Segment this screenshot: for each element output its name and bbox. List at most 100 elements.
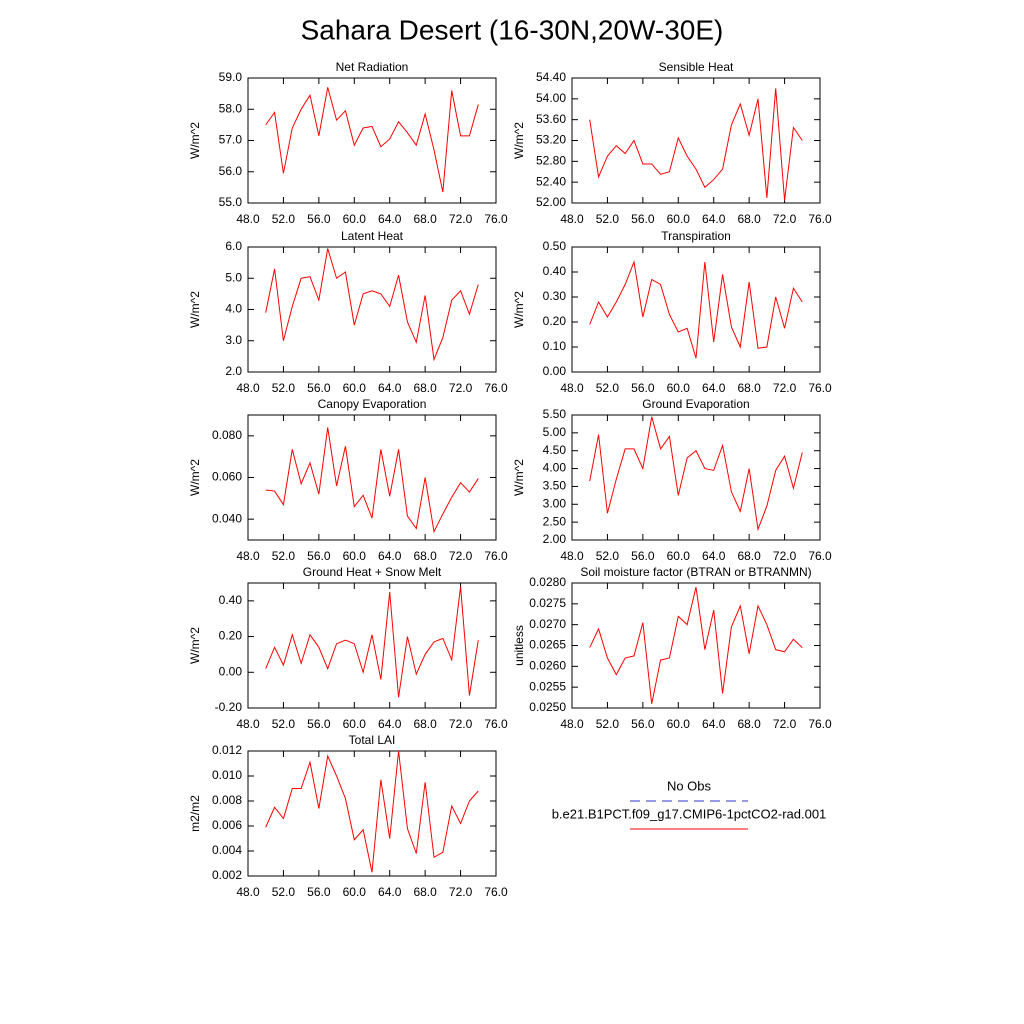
y-tick-label: 52.80 — [536, 154, 566, 168]
panel-title: Soil moisture factor (BTRAN or BTRANMN) — [580, 565, 811, 579]
x-tick-label: 68.0 — [737, 212, 761, 226]
data-line — [589, 260, 803, 359]
x-tick-label: 76.0 — [484, 885, 508, 899]
y-tick-label: 54.00 — [536, 91, 566, 105]
x-tick-label: 48.0 — [236, 212, 260, 226]
y-tick-label: 52.40 — [536, 174, 566, 188]
x-tick-label: 48.0 — [236, 885, 260, 899]
panel-title: Total LAI — [349, 733, 396, 747]
x-tick-label: 64.0 — [378, 717, 402, 731]
y-tick-label: 2.00 — [543, 532, 567, 546]
panel-title: Latent Heat — [341, 229, 404, 243]
x-tick-label: 48.0 — [236, 717, 260, 731]
y-tick-label: 59.0 — [219, 70, 243, 84]
y-tick-label: 0.0280 — [529, 575, 566, 589]
y-tick-label: 0.40 — [219, 593, 243, 607]
x-tick-label: 68.0 — [737, 549, 761, 563]
x-tick-label: 52.0 — [272, 717, 296, 731]
x-tick-label: 72.0 — [449, 212, 473, 226]
x-tick-label: 60.0 — [343, 885, 367, 899]
y-axis-label: m2/m2 — [188, 795, 202, 832]
x-tick-label: 68.0 — [413, 212, 437, 226]
y-tick-label: 2.50 — [543, 514, 567, 528]
x-tick-label: 52.0 — [596, 212, 620, 226]
plot-frame — [247, 77, 497, 204]
x-tick-label: 56.0 — [307, 212, 331, 226]
data-line — [589, 88, 803, 201]
y-axis-label: W/m^2 — [188, 627, 202, 664]
y-tick-label: 4.0 — [225, 302, 242, 316]
x-tick-label: 72.0 — [773, 212, 797, 226]
x-tick-label: 68.0 — [413, 717, 437, 731]
y-tick-label: 0.50 — [543, 239, 567, 253]
y-tick-label: 0.002 — [212, 868, 242, 882]
x-tick-label: 72.0 — [773, 549, 797, 563]
y-tick-label: 0.0270 — [529, 617, 566, 631]
x-tick-label: 56.0 — [307, 381, 331, 395]
x-tick-label: 60.0 — [667, 717, 691, 731]
y-tick-label: 0.040 — [212, 511, 242, 525]
y-tick-label: 0.004 — [212, 843, 242, 857]
y-tick-label: 0.0275 — [529, 596, 566, 610]
data-line — [589, 416, 803, 532]
plot-frame — [571, 246, 821, 373]
data-line — [265, 87, 479, 193]
plot-frame — [247, 750, 497, 877]
x-tick-label: 60.0 — [667, 549, 691, 563]
x-tick-label: 76.0 — [808, 381, 832, 395]
x-tick-label: 48.0 — [560, 212, 584, 226]
y-tick-label: 0.010 — [212, 768, 242, 782]
x-tick-label: 52.0 — [596, 549, 620, 563]
x-tick-label: 76.0 — [484, 381, 508, 395]
x-tick-label: 72.0 — [449, 549, 473, 563]
x-tick-label: 72.0 — [773, 381, 797, 395]
y-axis-label: W/m^2 — [188, 122, 202, 159]
figure-title: Sahara Desert (16-30N,20W-30E) — [301, 14, 724, 45]
y-tick-label: 3.00 — [543, 496, 567, 510]
y-tick-label: 3.0 — [225, 333, 242, 347]
x-tick-label: 64.0 — [378, 885, 402, 899]
panel-title: Ground Evaporation — [642, 397, 749, 411]
x-tick-label: 68.0 — [413, 885, 437, 899]
x-tick-label: 56.0 — [631, 549, 655, 563]
x-tick-label: 76.0 — [484, 212, 508, 226]
y-tick-label: -0.20 — [215, 700, 243, 714]
x-tick-label: 72.0 — [449, 381, 473, 395]
y-tick-label: 6.0 — [225, 239, 242, 253]
x-tick-label: 64.0 — [378, 549, 402, 563]
data-line — [265, 248, 479, 362]
x-tick-label: 68.0 — [413, 549, 437, 563]
data-line — [589, 587, 803, 704]
x-tick-label: 64.0 — [702, 212, 726, 226]
y-tick-label: 4.00 — [543, 461, 567, 475]
x-tick-label: 56.0 — [307, 717, 331, 731]
y-tick-label: 5.0 — [225, 270, 242, 284]
data-line — [265, 427, 479, 534]
y-tick-label: 55.0 — [219, 195, 243, 209]
y-axis-label: W/m^2 — [188, 291, 202, 328]
y-tick-label: 0.006 — [212, 818, 242, 832]
data-line — [265, 750, 479, 873]
x-tick-label: 76.0 — [808, 549, 832, 563]
y-tick-label: 0.012 — [212, 743, 242, 757]
panel-title: Ground Heat + Snow Melt — [303, 565, 442, 579]
x-tick-label: 76.0 — [484, 549, 508, 563]
x-tick-label: 60.0 — [343, 381, 367, 395]
y-tick-label: 52.00 — [536, 195, 566, 209]
x-tick-label: 60.0 — [343, 717, 367, 731]
x-tick-label: 76.0 — [484, 717, 508, 731]
panel-title: Canopy Evaporation — [318, 397, 427, 411]
x-tick-label: 72.0 — [449, 885, 473, 899]
x-tick-label: 60.0 — [343, 212, 367, 226]
y-tick-label: 0.080 — [212, 428, 242, 442]
x-tick-label: 52.0 — [596, 717, 620, 731]
y-tick-label: 2.0 — [225, 364, 242, 378]
y-tick-label: 0.008 — [212, 793, 242, 807]
y-tick-label: 57.0 — [219, 133, 243, 147]
y-tick-label: 53.60 — [536, 112, 566, 126]
y-tick-label: 0.0250 — [529, 700, 566, 714]
y-axis-label: W/m^2 — [512, 459, 526, 496]
y-tick-label: 53.20 — [536, 133, 566, 147]
y-tick-label: 56.0 — [219, 164, 243, 178]
y-tick-label: 4.50 — [543, 443, 567, 457]
